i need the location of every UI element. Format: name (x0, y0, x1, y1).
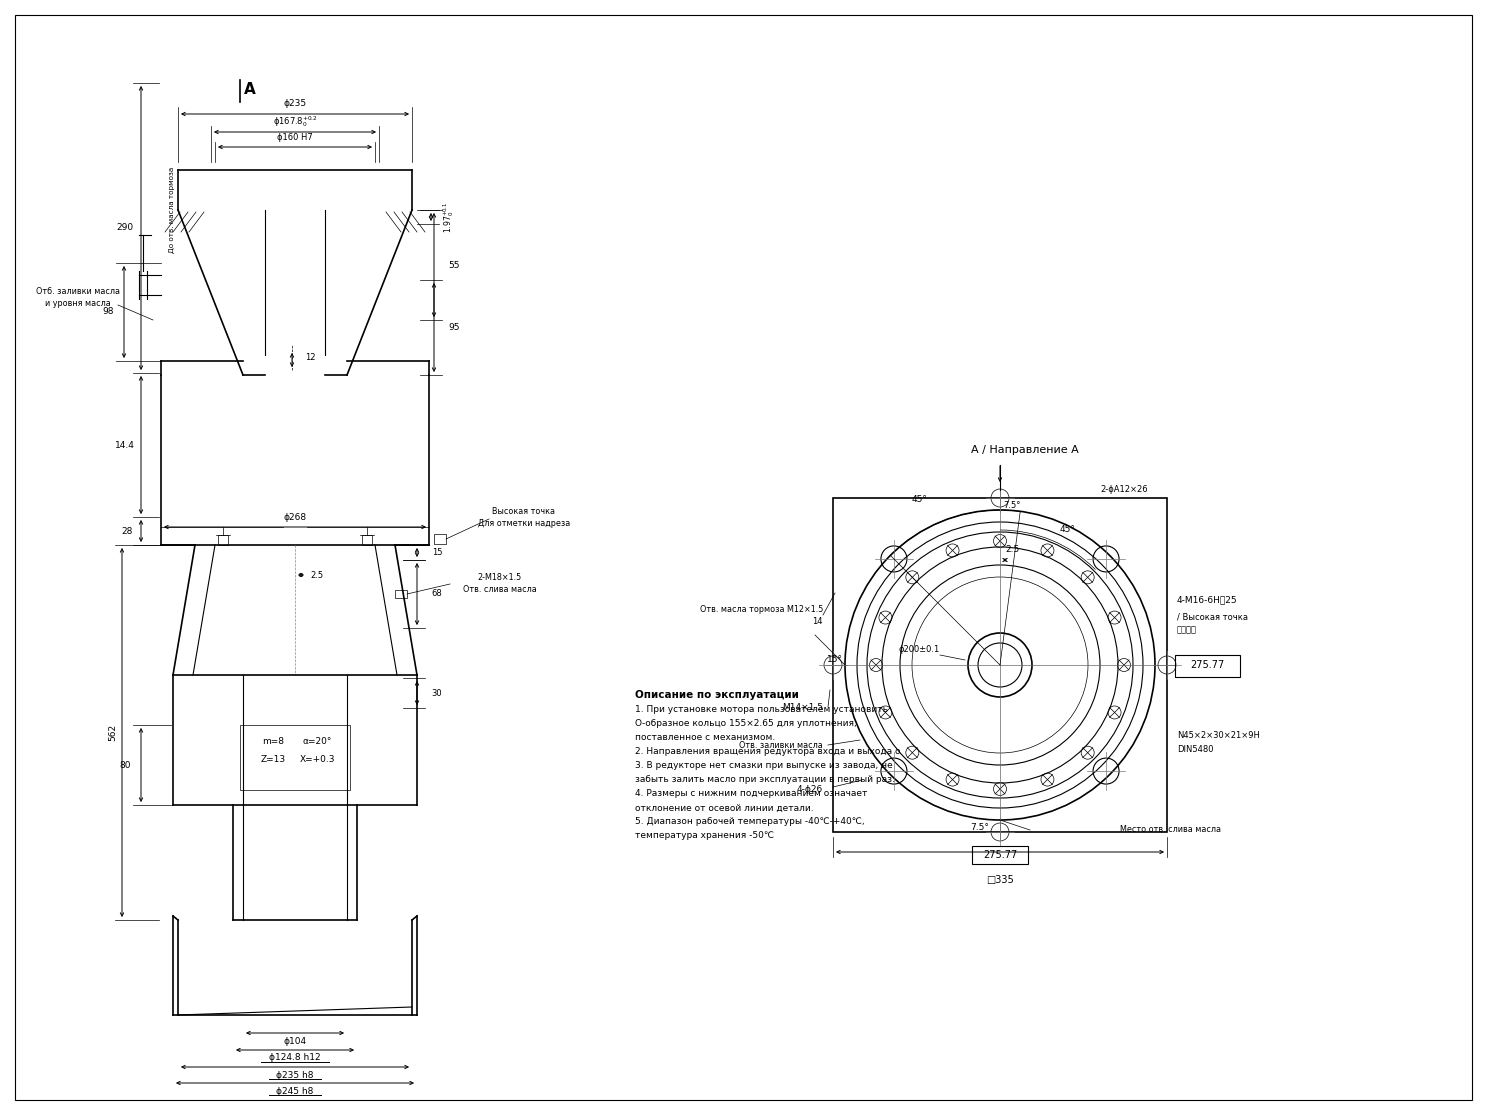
Text: 2-ϕА12×26: 2-ϕА12×26 (1100, 485, 1148, 494)
Text: 98: 98 (103, 308, 113, 317)
Text: 2.5: 2.5 (1005, 545, 1019, 554)
Bar (434, 534, 446, 544)
Text: ϕ167.8$^{+0.2}_{0}$: ϕ167.8$^{+0.2}_{0}$ (272, 115, 317, 129)
Text: 30: 30 (431, 688, 442, 698)
Text: Отв. масла тормоза М12×1.5: Отв. масла тормоза М12×1.5 (699, 605, 822, 614)
Text: Отв. слива масла: Отв. слива масла (462, 584, 537, 593)
Text: 68: 68 (431, 590, 442, 599)
Text: 15: 15 (431, 547, 442, 558)
Bar (972, 846, 1028, 864)
Text: / Высокая точка: / Высокая точка (1178, 612, 1248, 621)
Text: □335: □335 (986, 875, 1014, 885)
Text: DIN5480: DIN5480 (1178, 746, 1213, 755)
Text: 45°: 45° (1060, 525, 1077, 534)
Text: 4-ϕ26: 4-ϕ26 (797, 785, 822, 795)
Bar (833, 498, 1167, 832)
Bar (1175, 655, 1240, 677)
Bar (219, 535, 228, 545)
Text: А / Направление А: А / Направление А (971, 445, 1080, 455)
Text: X=+0.3: X=+0.3 (299, 756, 335, 765)
Text: ϕ124.8 h12: ϕ124.8 h12 (269, 1054, 321, 1063)
Text: 562: 562 (109, 724, 117, 741)
Text: 95: 95 (448, 323, 459, 332)
Text: поставленное с механизмом.: поставленное с механизмом. (635, 734, 775, 743)
Bar (239, 725, 349, 791)
Text: 1. При установке мотора пользователем установить: 1. При установке мотора пользователем ус… (635, 706, 888, 715)
Text: 28: 28 (122, 526, 132, 535)
Text: 15°: 15° (827, 656, 843, 665)
Text: и уровня масла: и уровня масла (45, 300, 112, 309)
Text: 4-M16-6H深25: 4-M16-6H深25 (1178, 595, 1237, 604)
Text: ϕ235: ϕ235 (284, 99, 306, 108)
Text: 12: 12 (305, 352, 315, 361)
Text: отклонение от осевой линии детали.: отклонение от осевой линии детали. (635, 804, 813, 813)
Text: 14.4: 14.4 (114, 440, 135, 449)
Text: 高点位置: 高点位置 (1178, 626, 1197, 634)
Text: О-образное кольцо 155×2.65 для уплотнения,: О-образное кольцо 155×2.65 для уплотнени… (635, 719, 857, 728)
Text: Z=13: Z=13 (260, 756, 286, 765)
Text: Место отв. слива масла: Место отв. слива масла (1120, 825, 1221, 834)
Text: 3. В редукторе нет смазки при выпуске из завода, не: 3. В редукторе нет смазки при выпуске из… (635, 762, 892, 770)
Text: температура хранения -50℃: температура хранения -50℃ (635, 832, 775, 841)
Text: m=8: m=8 (262, 737, 284, 747)
Text: Отб. заливки масла: Отб. заливки масла (36, 288, 120, 297)
Text: 7.5°: 7.5° (1004, 501, 1020, 510)
Text: Для отметки надреза: Для отметки надреза (477, 518, 570, 527)
Text: 7.5°: 7.5° (971, 823, 989, 832)
Text: 2-M18×1.5: 2-M18×1.5 (477, 572, 522, 582)
Text: Отв. заливки масла: Отв. заливки масла (739, 740, 822, 749)
Text: 290: 290 (116, 223, 134, 233)
Text: Описание по эксплуатации: Описание по эксплуатации (635, 690, 799, 700)
Text: До отв. масла тормоза: До отв. масла тормоза (170, 167, 175, 253)
Text: N45×2×30×21×9H: N45×2×30×21×9H (1178, 730, 1259, 739)
Text: α=20°: α=20° (302, 737, 332, 747)
Bar (396, 590, 407, 598)
Text: 55: 55 (448, 261, 459, 270)
Text: ϕ245 h8: ϕ245 h8 (277, 1086, 314, 1096)
Text: А: А (244, 83, 256, 97)
Text: 14: 14 (812, 618, 822, 627)
Text: забыть залить масло при эксплуатации в первый раз.: забыть залить масло при эксплуатации в п… (635, 776, 895, 785)
Text: 275.77: 275.77 (1190, 660, 1224, 670)
Text: 275.77: 275.77 (983, 850, 1017, 860)
Text: Высокая точка: Высокая точка (492, 506, 556, 515)
Text: 2.5: 2.5 (311, 571, 324, 580)
Text: 80: 80 (119, 760, 131, 769)
Text: М14×1.5: М14×1.5 (782, 702, 822, 711)
Text: ϕ160 H7: ϕ160 H7 (277, 134, 312, 143)
Text: ϕ104: ϕ104 (284, 1037, 306, 1046)
Text: 2. Направления вращения редуктора входа и выхода о: 2. Направления вращения редуктора входа … (635, 747, 901, 756)
Text: 1.97$^{+0.1}_{0}$: 1.97$^{+0.1}_{0}$ (442, 201, 457, 233)
Text: ϕ200±0.1: ϕ200±0.1 (898, 646, 940, 655)
Text: 4. Размеры с нижним подчеркиванием означает: 4. Размеры с нижним подчеркиванием означ… (635, 789, 867, 798)
Text: ϕ235 h8: ϕ235 h8 (277, 1070, 314, 1079)
Text: ϕ268: ϕ268 (284, 513, 306, 522)
Text: 5. Диапазон рабочей температуры -40℃-+40℃,: 5. Диапазон рабочей температуры -40℃-+40… (635, 817, 864, 826)
Text: 45°: 45° (912, 495, 928, 504)
Bar (361, 535, 372, 545)
